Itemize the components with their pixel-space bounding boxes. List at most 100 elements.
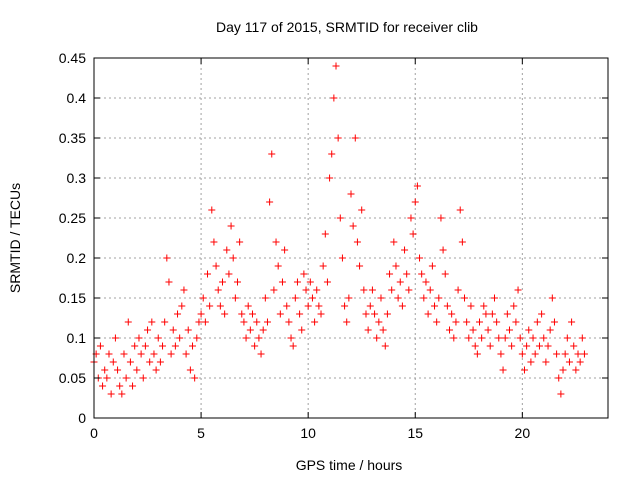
data-point: [341, 302, 349, 310]
data-point: [497, 350, 505, 358]
data-point: [473, 350, 481, 358]
data-point: [431, 302, 439, 310]
data-point: [538, 310, 546, 318]
data-point: [296, 310, 304, 318]
data-point: [227, 222, 235, 230]
data-point: [141, 342, 149, 350]
data-point: [503, 310, 511, 318]
data-point: [156, 358, 164, 366]
data-point: [510, 302, 518, 310]
x-tick-label: 10: [300, 425, 316, 441]
data-point: [336, 214, 344, 222]
data-point: [199, 294, 207, 302]
data-point: [291, 294, 299, 302]
axis-ticks: [93, 57, 608, 419]
data-point: [394, 294, 402, 302]
data-point: [379, 326, 387, 334]
data-point: [386, 270, 394, 278]
data-point: [313, 286, 321, 294]
data-point: [159, 342, 167, 350]
data-point: [396, 278, 404, 286]
data-point: [458, 238, 466, 246]
data-point: [206, 302, 214, 310]
data-point: [516, 334, 524, 342]
data-point: [360, 286, 368, 294]
data-point: [557, 390, 565, 398]
y-tick-label: 0.25: [59, 210, 86, 226]
y-tick-label: 0.35: [59, 130, 86, 146]
y-axis-label: SRMTID / TECUs: [7, 183, 23, 293]
data-point: [101, 366, 109, 374]
data-point: [223, 246, 231, 254]
data-point: [242, 334, 250, 342]
data-point: [565, 358, 573, 366]
data-point: [263, 318, 271, 326]
data-point: [266, 198, 274, 206]
data-point: [251, 342, 259, 350]
y-tick-label: 0.15: [59, 290, 86, 306]
data-point: [390, 238, 398, 246]
data-point: [493, 318, 501, 326]
data-point: [578, 334, 586, 342]
data-point: [120, 350, 128, 358]
data-point: [191, 374, 199, 382]
data-point: [109, 358, 117, 366]
data-point: [529, 334, 537, 342]
data-point: [306, 278, 314, 286]
data-point: [289, 342, 297, 350]
data-point: [561, 350, 569, 358]
data-point: [274, 262, 282, 270]
data-point: [381, 342, 389, 350]
data-point: [154, 334, 162, 342]
data-point: [540, 334, 548, 342]
x-tick-label: 5: [197, 425, 205, 441]
data-point: [413, 182, 421, 190]
data-point: [488, 310, 496, 318]
x-tick-labels: 0 5 10 15 20: [90, 425, 530, 441]
data-point: [174, 310, 182, 318]
data-point: [544, 342, 552, 350]
data-point: [452, 318, 460, 326]
data-point: [508, 342, 516, 350]
data-point: [233, 278, 241, 286]
data-point: [116, 382, 124, 390]
data-point: [276, 310, 284, 318]
data-point: [568, 318, 576, 326]
data-point: [124, 318, 132, 326]
data-point: [204, 270, 212, 278]
data-point: [193, 334, 201, 342]
data-point: [253, 318, 261, 326]
data-point: [180, 286, 188, 294]
data-point: [570, 342, 578, 350]
data-point: [343, 318, 351, 326]
data-point: [418, 270, 426, 278]
data-point: [405, 286, 413, 294]
data-point: [572, 366, 580, 374]
data-point: [270, 286, 278, 294]
data-point: [219, 278, 226, 286]
data-point: [518, 350, 526, 358]
data-point: [99, 382, 107, 390]
data-point: [512, 318, 520, 326]
x-tick-label: 0: [90, 425, 98, 441]
data-point: [236, 238, 244, 246]
data-point: [454, 286, 462, 294]
data-point: [484, 326, 492, 334]
data-point: [433, 318, 441, 326]
data-point: [272, 238, 280, 246]
data-point: [257, 350, 265, 358]
data-point: [255, 334, 263, 342]
data-point: [201, 318, 209, 326]
data-point: [186, 366, 194, 374]
data-point: [435, 294, 443, 302]
data-point: [278, 278, 286, 286]
data-point: [486, 342, 494, 350]
data-point: [525, 326, 533, 334]
data-point: [161, 318, 169, 326]
data-point: [214, 286, 222, 294]
data-point: [261, 294, 269, 302]
data-point: [383, 310, 391, 318]
x-tick-label: 20: [515, 425, 531, 441]
data-point: [150, 350, 158, 358]
